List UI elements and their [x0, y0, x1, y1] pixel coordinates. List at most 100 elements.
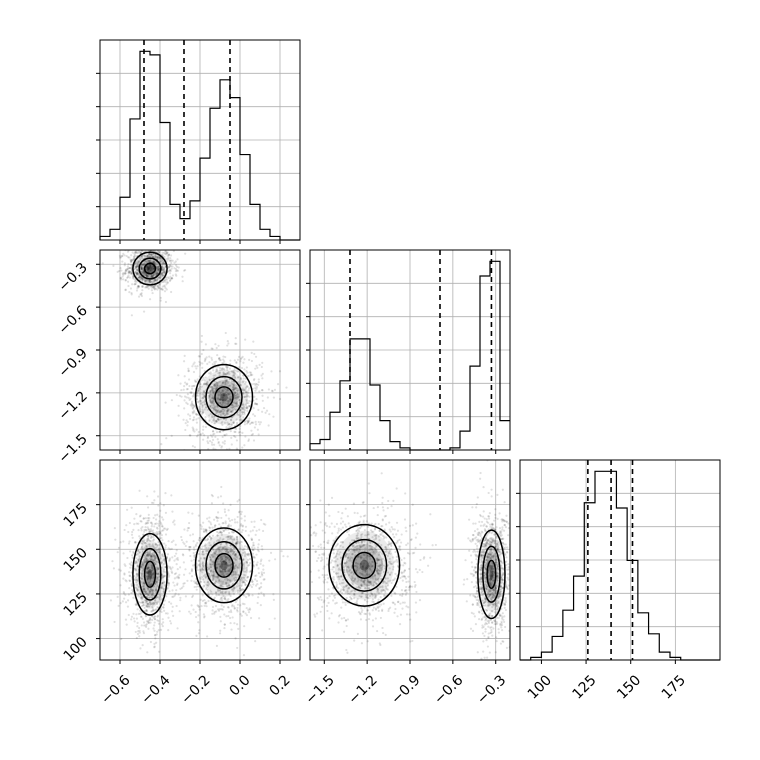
scatter-point — [359, 556, 362, 559]
scatter-point — [252, 544, 256, 547]
scatter-point — [197, 563, 201, 567]
scatter-point — [138, 557, 141, 560]
scatter-point — [147, 267, 151, 270]
scatter-point — [141, 542, 144, 545]
scatter-point — [231, 616, 234, 619]
scatter-point — [234, 383, 237, 387]
scatter-point — [234, 435, 237, 439]
scatter-point — [126, 280, 130, 283]
scatter-point — [239, 589, 243, 592]
scatter-point — [150, 583, 153, 586]
scatter-point — [147, 259, 151, 262]
scatter-point — [180, 388, 183, 392]
scatter-point — [166, 276, 170, 279]
scatter-point — [219, 566, 222, 569]
scatter-point — [153, 286, 156, 289]
scatter-point — [172, 581, 175, 584]
scatter-point — [204, 357, 207, 360]
scatter-point — [153, 281, 157, 284]
scatter-point — [246, 592, 249, 595]
scatter-point — [143, 546, 146, 549]
scatter-point — [249, 422, 252, 426]
scatter-point — [164, 565, 167, 568]
scatter-point — [221, 400, 224, 403]
scatter-point — [163, 559, 166, 562]
scatter-point — [231, 403, 234, 406]
scatter-point — [211, 363, 214, 366]
scatter-point — [211, 612, 214, 615]
scatter-point — [206, 408, 209, 411]
scatter-point — [159, 260, 162, 263]
scatter-point — [167, 257, 170, 261]
scatter-point — [137, 276, 140, 279]
scatter-point — [209, 544, 213, 547]
scatter-point — [149, 255, 152, 259]
scatter-point — [154, 542, 157, 545]
scatter-point — [146, 602, 150, 605]
scatter-point — [162, 529, 165, 532]
contour-line — [138, 547, 162, 601]
scatter-point — [243, 625, 246, 628]
scatter-point — [235, 542, 238, 545]
scatter-point — [142, 587, 145, 590]
scatter-point — [238, 455, 240, 457]
scatter-point — [238, 564, 241, 567]
scatter-point — [166, 243, 168, 245]
scatter-point — [212, 555, 215, 559]
scatter-point — [199, 361, 202, 364]
scatter-point — [244, 390, 248, 393]
scatter-point — [125, 524, 128, 527]
scatter-point — [224, 547, 227, 550]
scatter-point — [146, 254, 149, 257]
scatter-point — [251, 548, 255, 552]
scatter-point — [225, 550, 228, 553]
scatter-point — [242, 405, 245, 408]
scatter-point — [151, 609, 154, 612]
scatter-point — [152, 627, 155, 630]
scatter-point — [222, 362, 225, 365]
scatter-point — [144, 528, 147, 531]
scatter-point — [341, 540, 344, 544]
scatter-point — [141, 255, 144, 258]
scatter-point — [227, 584, 230, 587]
scatter-point — [149, 603, 152, 606]
scatter-point — [148, 264, 151, 267]
scatter-point — [154, 563, 157, 566]
scatter-point — [205, 586, 208, 589]
scatter-point — [377, 558, 381, 562]
scatter-point — [180, 586, 184, 589]
scatter-point — [220, 531, 223, 534]
scatter-point — [278, 397, 282, 401]
scatter-point — [220, 555, 223, 558]
scatter-point — [197, 389, 200, 393]
scatter-point — [256, 366, 259, 369]
scatter-point — [145, 529, 148, 532]
scatter-point — [364, 579, 367, 582]
scatter-point — [208, 556, 211, 559]
scatter-point — [212, 570, 215, 573]
scatter-point — [380, 577, 383, 581]
scatter-point — [203, 558, 206, 561]
scatter-point — [174, 264, 178, 267]
scatter-point — [156, 614, 160, 617]
scatter-point — [224, 561, 227, 564]
scatter-point — [206, 380, 209, 383]
scatter-point — [339, 551, 342, 554]
scatter-point — [234, 396, 237, 399]
scatter-point — [160, 443, 163, 446]
scatter-point — [241, 389, 244, 392]
scatter-point — [158, 609, 162, 613]
scatter-point — [192, 551, 195, 555]
scatter-point — [164, 252, 167, 255]
scatter-point — [185, 388, 189, 391]
scatter-point — [345, 561, 348, 564]
scatter-point — [216, 383, 219, 386]
scatter-point — [171, 274, 175, 277]
scatter-point — [161, 271, 164, 274]
scatter-point — [160, 523, 163, 526]
scatter-point — [236, 589, 240, 592]
scatter-point — [146, 572, 149, 575]
scatter-point — [197, 614, 200, 617]
scatter-point — [224, 402, 227, 405]
scatter-point — [408, 613, 411, 616]
